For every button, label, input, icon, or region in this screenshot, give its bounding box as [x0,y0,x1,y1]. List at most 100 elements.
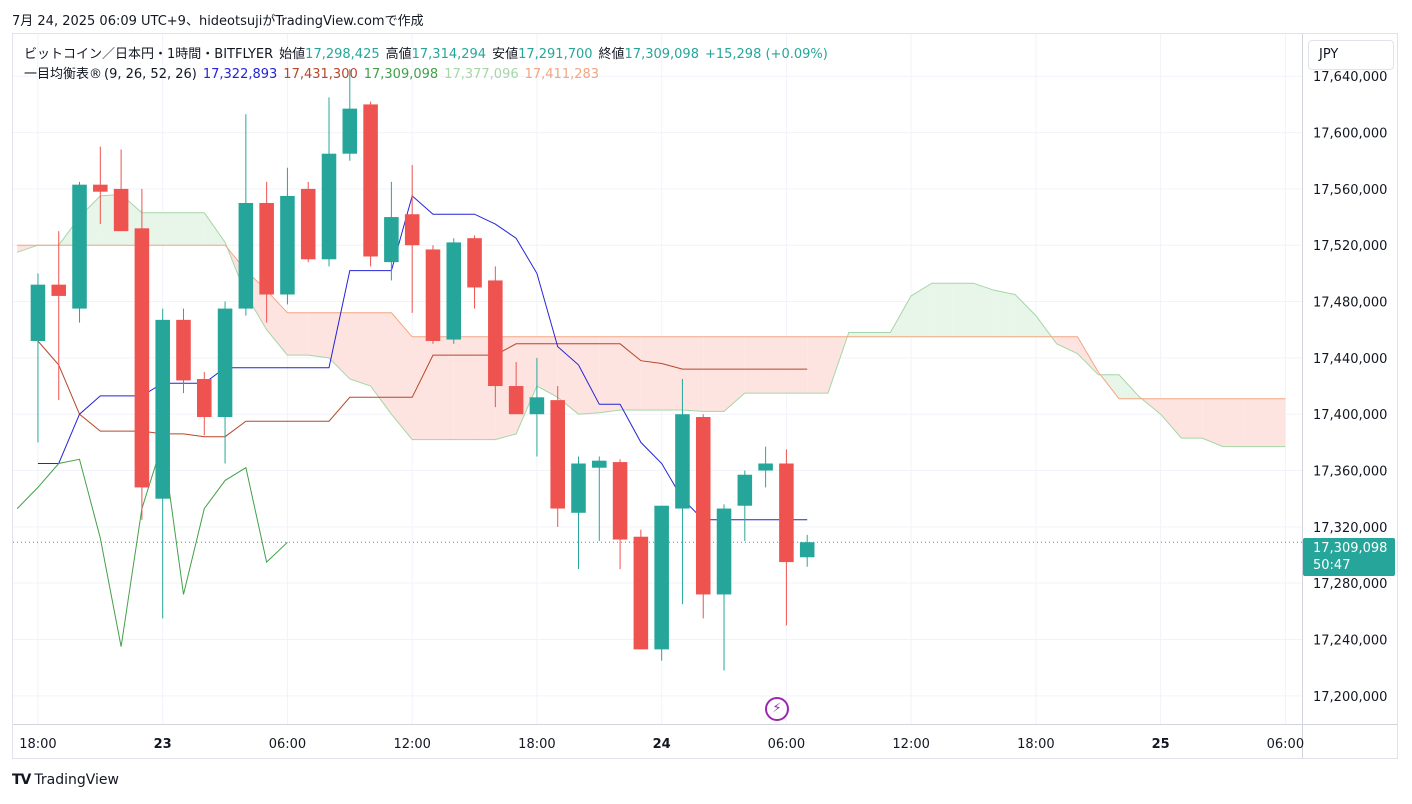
candle-body [342,108,358,154]
candle-body [529,397,545,415]
x-tick-label: 06:00 [269,737,306,752]
candle-body [425,249,441,341]
candle [799,534,815,567]
candle [259,181,274,323]
currency-selector[interactable]: JPY [1308,40,1394,70]
open-label: 始値 [279,47,306,62]
cloud-segment [1056,336,1078,354]
candle-body [238,202,254,309]
x-tick-label: 06:00 [1267,737,1304,752]
candle [446,238,462,344]
chart-caption: 7月 24, 2025 06:09 UTC+9、hideotsujiがTradi… [12,14,424,29]
y-tick-label: 17,320,000 [1313,521,1387,536]
candle-body [779,463,794,563]
cloud-segment [744,336,766,394]
cloud-segment [412,336,433,440]
last-price-value: 17,309,098 [1313,541,1388,556]
candle-body [404,214,420,246]
cloud-segment [682,336,704,412]
candle [675,379,690,605]
tenkan-value: 17,322,893 [202,67,278,82]
cloud-segment [703,336,725,412]
candle [695,414,711,619]
candle-body [176,319,191,381]
candle-body [30,284,46,341]
x-tick-label: 06:00 [768,737,805,752]
candle-body [550,400,565,509]
symbol-legend-row: ビットコイン／日本円・1時間・BITFLYER 始値17,298,425 高値17,… [24,45,834,65]
candle-body [51,284,67,296]
candle [737,470,753,541]
candle-body [799,542,815,558]
candle [300,181,316,263]
candle [488,266,503,408]
candle-body [155,319,170,499]
ichimoku-params: (9, 26, 52, 26) [104,67,197,82]
close-label: 終値 [598,47,625,62]
x-tick-label: 25 [1152,737,1170,752]
low-value: 17,291,700 [518,47,593,62]
x-tick-label: 12:00 [892,737,929,752]
candle-body [93,184,108,192]
kijun-line [37,340,808,438]
cloud-segment [370,312,392,415]
candle [217,301,233,464]
lightning-icon[interactable]: ⚡ [765,697,789,721]
span-b-value: 17,411,283 [524,67,600,82]
cloud-segment [661,336,683,410]
candle-body [217,308,233,418]
cloud-segment [1264,398,1286,447]
cloud-segment [1243,398,1265,447]
candle [654,505,669,661]
x-tick-label: 24 [653,737,671,752]
y-tick-label: 17,640,000 [1313,70,1387,85]
span-a-line [17,193,1286,448]
brand-footer: TV TradingView [12,772,119,788]
candle-body [571,463,586,513]
chikou-value: 17,309,098 [363,67,439,82]
y-tick-label: 17,240,000 [1313,634,1387,649]
cloud-segment [994,290,1016,337]
candle [176,308,191,394]
candle [467,235,482,309]
kijun-value: 17,431,300 [283,67,358,82]
chart-frame [12,33,1398,759]
candle-body [737,474,753,506]
cloud-segment [183,212,205,246]
candle-body [446,242,462,340]
candle-body [300,188,316,260]
candle [72,181,87,323]
cloud-segment [308,312,330,358]
candle [321,97,337,267]
cloud-segment [890,295,912,337]
candle [51,231,67,401]
candle [342,69,358,161]
y-tick-label: 17,520,000 [1313,239,1387,254]
y-tick-label: 17,440,000 [1313,352,1387,367]
x-tick-label: 23 [154,737,172,752]
candle-body [321,153,337,260]
x-tick-label: 18:00 [19,737,56,752]
candle [529,357,545,457]
candle [238,114,254,316]
x-tick-label: 18:00 [518,737,555,752]
cloud-segment [287,312,309,356]
y-tick-label: 17,600,000 [1313,127,1387,142]
brand-name: TradingView [34,772,119,788]
candle-body [612,462,628,540]
candle [384,181,399,281]
open-value: 17,298,425 [305,47,380,62]
y-tick-label: 17,560,000 [1313,183,1387,198]
candle [508,362,524,415]
cloud-segment [162,212,184,246]
symbol-label: ビットコイン／日本円・1時間・BITFLYER [24,47,274,62]
ichimoku-lines [16,193,1286,647]
candle [592,456,607,541]
cloud-segment [516,336,537,434]
y-tick-label: 17,360,000 [1313,465,1387,480]
bar-countdown: 50:47 [1313,558,1351,573]
candle-body [592,460,607,468]
span-a-value: 17,377,096 [444,67,519,82]
candle-body [508,386,524,415]
